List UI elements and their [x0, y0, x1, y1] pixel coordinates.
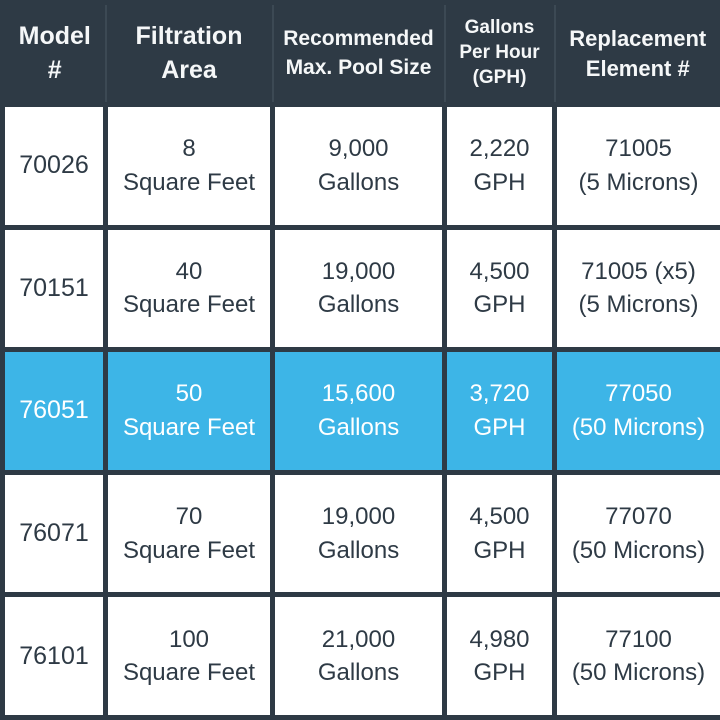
cell-gallons-per-hour: 4,980 GPH: [442, 592, 557, 720]
cell-max-pool-size: 15,600 Gallons: [270, 347, 447, 475]
cell-replacement-element: 77050 (50 Microns): [552, 347, 720, 475]
header-row: Model # Filtration Area Recommended Max.…: [0, 0, 720, 107]
cell-gallons-per-hour: 4,500 GPH: [442, 469, 557, 598]
cell-max-pool-size: 19,000 Gallons: [270, 469, 447, 598]
table-header: Model # Filtration Area Recommended Max.…: [0, 0, 720, 107]
column-header-max-pool-size: Recommended Max. Pool Size: [271, 0, 446, 107]
table-row: 76071 70 Square Feet 19,000 Gallons 4,50…: [0, 469, 720, 598]
table-row-highlighted: 76051 50 Square Feet 15,600 Gallons 3,72…: [0, 347, 720, 475]
cell-max-pool-size: 9,000 Gallons: [270, 102, 447, 230]
cell-replacement-element: 71005 (x5) (5 Microns): [552, 224, 720, 353]
cell-model-number: 76051: [0, 347, 108, 475]
table-row: 70151 40 Square Feet 19,000 Gallons 4,50…: [0, 224, 720, 353]
cell-max-pool-size: 21,000 Gallons: [270, 592, 447, 720]
column-header-filtration-area: Filtration Area: [104, 0, 274, 107]
cell-max-pool-size: 19,000 Gallons: [270, 224, 447, 353]
column-header-gallons-per-hour: Gallons Per Hour (GPH): [443, 0, 556, 107]
cell-gallons-per-hour: 2,220 GPH: [442, 102, 557, 230]
cell-filtration-area: 40 Square Feet: [103, 224, 275, 353]
cell-replacement-element: 77100 (50 Microns): [552, 592, 720, 720]
cell-model-number: 70151: [0, 224, 108, 353]
cell-filtration-area: 50 Square Feet: [103, 347, 275, 475]
cell-gallons-per-hour: 3,720 GPH: [442, 347, 557, 475]
table-row: 70026 8 Square Feet 9,000 Gallons 2,220 …: [0, 102, 720, 230]
column-header-model: Model #: [0, 0, 107, 107]
cell-replacement-element: 77070 (50 Microns): [552, 469, 720, 598]
cell-gallons-per-hour: 4,500 GPH: [442, 224, 557, 353]
column-header-replacement-element: Replacement Element #: [553, 0, 720, 107]
cell-filtration-area: 8 Square Feet: [103, 102, 275, 230]
table-body: 70026 8 Square Feet 9,000 Gallons 2,220 …: [0, 102, 720, 720]
cell-filtration-area: 70 Square Feet: [103, 469, 275, 598]
table-row: 76101 100 Square Feet 21,000 Gallons 4,9…: [0, 592, 720, 720]
cell-replacement-element: 71005 (5 Microns): [552, 102, 720, 230]
cell-model-number: 76101: [0, 592, 108, 720]
cell-model-number: 70026: [0, 102, 108, 230]
cell-model-number: 76071: [0, 469, 108, 598]
cell-filtration-area: 100 Square Feet: [103, 592, 275, 720]
